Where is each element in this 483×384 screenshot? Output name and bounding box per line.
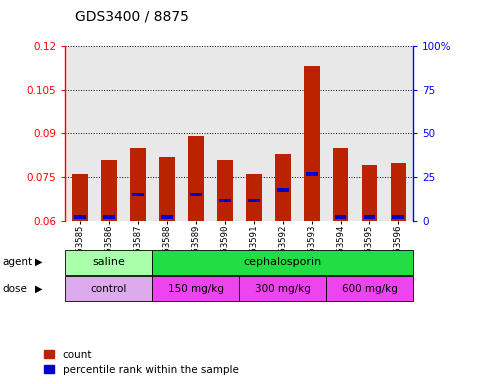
Text: ▶: ▶ — [35, 257, 43, 267]
Legend: count, percentile rank within the sample: count, percentile rank within the sample — [44, 350, 239, 375]
Bar — [74, 215, 85, 219]
Bar — [335, 215, 346, 219]
Bar — [216, 160, 233, 221]
Bar — [188, 136, 204, 221]
Bar — [361, 166, 378, 221]
Text: GDS3400 / 8875: GDS3400 / 8875 — [75, 9, 189, 23]
Bar — [101, 160, 117, 221]
Bar — [306, 172, 317, 176]
Text: 300 mg/kg: 300 mg/kg — [255, 284, 311, 294]
Text: saline: saline — [92, 257, 125, 267]
Bar — [275, 154, 291, 221]
Bar — [391, 162, 407, 221]
Text: control: control — [90, 284, 127, 294]
Bar — [364, 215, 375, 219]
Text: dose: dose — [2, 284, 28, 294]
Bar — [158, 157, 175, 221]
Bar — [103, 215, 114, 219]
Bar — [219, 199, 230, 202]
Bar — [161, 215, 172, 219]
Bar — [277, 189, 288, 192]
Text: 150 mg/kg: 150 mg/kg — [168, 284, 224, 294]
Bar — [393, 215, 404, 219]
Bar — [71, 174, 88, 221]
Text: agent: agent — [2, 257, 32, 267]
Text: 600 mg/kg: 600 mg/kg — [341, 284, 398, 294]
Bar — [304, 66, 320, 221]
Text: cephalosporin: cephalosporin — [243, 257, 322, 267]
Bar — [190, 193, 201, 196]
Bar — [246, 174, 262, 221]
Text: ▶: ▶ — [35, 284, 43, 294]
Bar — [129, 148, 146, 221]
Bar — [333, 148, 349, 221]
Bar — [248, 199, 259, 202]
Bar — [132, 193, 143, 196]
